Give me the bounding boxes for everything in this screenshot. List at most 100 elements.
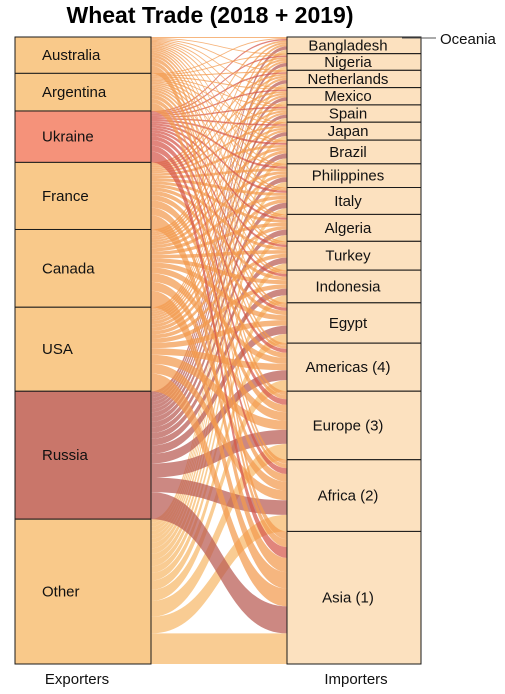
importer-label-japan: Japan (328, 123, 369, 140)
importer-node-asia-1 (286, 530, 422, 665)
flow-russia-to-nigeria (151, 63, 287, 399)
importer-label-americas-4: Americas (4) (305, 359, 390, 376)
importer-label-nigeria: Nigeria (324, 54, 372, 71)
flow-usa-to-philippines (151, 174, 287, 328)
flow-usa-to-turkey (151, 253, 287, 339)
flow-usa-to-spain (151, 112, 287, 319)
exporter-label-other: Other (42, 584, 80, 601)
flow-australia-to-brazil (151, 42, 287, 142)
importer-node-turkey (286, 240, 422, 271)
flow-australia-to-asia-1 (151, 65, 287, 540)
flow-russia-to-netherlands (151, 80, 287, 402)
flow-argentina-to-nigeria (151, 54, 287, 76)
flow-canada-to-egypt (151, 262, 287, 321)
exporter-label-usa: USA (42, 341, 73, 358)
flow-argentina-to-egypt (151, 89, 287, 308)
exporter-label-ukraine: Ukraine (42, 129, 94, 146)
flow-france-to-mexico (151, 91, 287, 170)
exporters-axis-label: Exporters (45, 671, 109, 688)
flow-france-to-spain (151, 108, 287, 172)
importer-node-indonesia (286, 269, 422, 304)
flow-russia-to-asia-1 (151, 492, 287, 634)
flow-ukraine-to-bangladesh (151, 38, 287, 113)
flow-canada-to-philippines (151, 171, 287, 249)
importers-axis-label: Importers (324, 671, 387, 688)
flow-russia-to-indonesia (151, 288, 287, 446)
importer-node-africa-2 (286, 459, 422, 532)
flow-australia-to-mexico (151, 39, 287, 89)
exporter-node-canada (14, 228, 152, 308)
flow-france-to-indonesia (151, 187, 287, 281)
importer-label-bangladesh: Bangladesh (308, 37, 387, 54)
flow-canada-to-africa-2 (151, 281, 287, 491)
flow-australia-to-indonesia (151, 50, 287, 273)
flow-australia-to-nigeria (151, 37, 287, 55)
exporter-nodes: Australia Argentina Ukraine France Canada USA… (14, 36, 152, 665)
exporter-node-france (14, 161, 152, 230)
flow-other-to-japan (151, 135, 287, 543)
importer-label-africa-2: Africa (2) (318, 488, 379, 505)
importer-label-brazil: Brazil (329, 144, 367, 161)
flow-france-to-turkey (151, 184, 287, 251)
exporter-node-other (14, 518, 152, 665)
flow-argentina-to-italy (151, 82, 287, 191)
flow-other-to-asia-1 (151, 633, 287, 664)
flow-argentina-to-africa-2 (151, 98, 287, 469)
importer-label-egypt: Egypt (329, 315, 368, 332)
exporter-node-australia (14, 36, 152, 74)
exporter-node-argentina (14, 72, 152, 112)
flow-argentina-to-indonesia (151, 87, 287, 274)
flow-russia-to-algeria (151, 229, 287, 433)
exporter-node-russia (14, 390, 152, 520)
flow-france-to-africa-2 (151, 207, 287, 482)
importer-label-spain: Spain (329, 106, 367, 123)
flow-france-to-japan (151, 125, 287, 174)
flow-ukraine-to-africa-2 (151, 145, 287, 475)
flow-argentina-to-philippines (151, 80, 287, 167)
flow-argentina-to-japan (151, 78, 287, 125)
exporter-label-australia: Australia (42, 47, 101, 64)
flow-australia-to-americas-4 (151, 54, 287, 346)
flow-france-to-europe-3 (151, 200, 287, 413)
oceania-label: Oceania (440, 31, 497, 48)
importer-label-algeria: Algeria (325, 220, 372, 237)
flow-other-to-europe-3 (151, 443, 287, 617)
flow-australia-to-netherlands (151, 38, 287, 72)
flow-ukraine-to-mexico (151, 89, 287, 117)
exporter-node-ukraine (14, 110, 152, 163)
flow-other-to-egypt (151, 333, 287, 590)
flow-ukraine-to-netherlands (151, 72, 287, 116)
importer-node-algeria (286, 213, 422, 242)
flow-argentina-to-europe-3 (151, 94, 287, 400)
flow-usa-to-italy (151, 199, 287, 332)
flow-france-to-netherlands (151, 73, 287, 168)
flow-canada-to-americas-4 (151, 267, 287, 364)
flow-canada-to-japan (151, 127, 287, 243)
flow-ukraine-to-egypt (151, 132, 287, 311)
flow-links (151, 37, 287, 664)
flow-australia-to-japan (151, 41, 287, 124)
flow-usa-to-mexico (151, 95, 287, 317)
flow-ukraine-to-spain (151, 106, 287, 118)
importer-label-asia-1: Asia (1) (322, 590, 374, 607)
flow-ukraine-to-europe-3 (151, 140, 287, 405)
chart-title: Wheat Trade (2018 + 2019) (66, 2, 354, 28)
importer-label-mexico: Mexico (324, 88, 372, 105)
flow-argentina-to-bangladesh (151, 37, 287, 75)
flow-ukraine-to-philippines (151, 121, 287, 169)
flow-ukraine-to-italy (151, 123, 287, 193)
importer-label-turkey: Turkey (325, 248, 371, 265)
flow-france-to-bangladesh (151, 40, 287, 165)
exporter-label-russia: Russia (42, 447, 89, 464)
flow-ukraine-to-americas-4 (151, 136, 287, 353)
flow-canada-to-italy (151, 195, 287, 252)
importer-label-europe-3: Europe (3) (313, 417, 384, 434)
flow-argentina-to-algeria (151, 84, 287, 218)
importer-label-philippines: Philippines (312, 168, 385, 185)
flow-canada-to-asia-1 (151, 290, 287, 589)
importer-label-italy: Italy (334, 193, 362, 210)
importer-node-americas-4 (286, 342, 422, 392)
flow-argentina-to-asia-1 (151, 103, 287, 548)
flow-ukraine-to-indonesia (151, 130, 287, 277)
